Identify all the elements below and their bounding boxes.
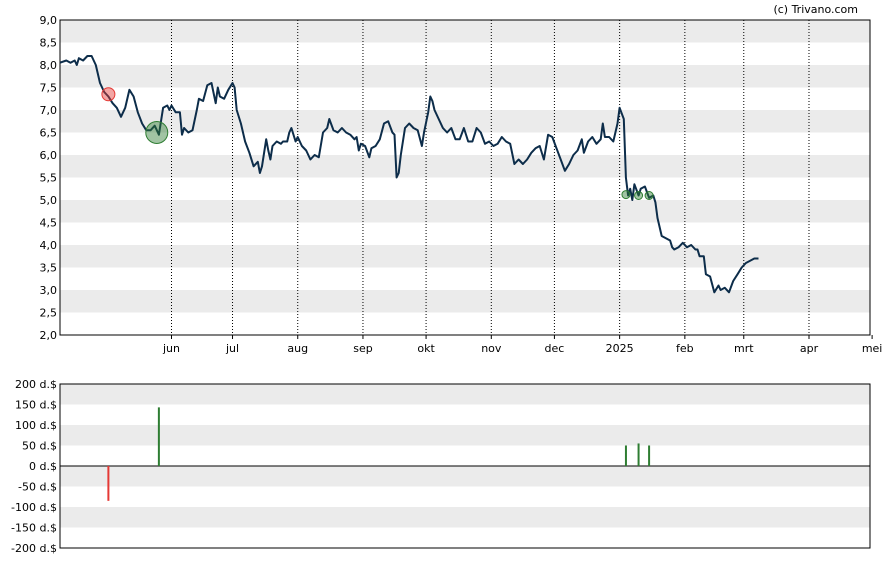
price-y-tick-label: 9,0 [40,14,58,27]
price-band [60,20,870,43]
price-x-tick-label: dec [545,342,565,355]
tx-y-tick-label: 0 d.$ [29,460,57,473]
buy-marker [634,191,644,200]
price-band [60,110,870,133]
watermark-text: (c) Trivano.com [773,3,858,16]
tx-y-tick-label: -100 d.$ [11,501,57,514]
price-y-tick-label: 5,0 [40,194,58,207]
tx-y-tick-label: 100 d.$ [15,419,57,432]
price-y-tick-label: 4,5 [40,217,58,230]
price-x-tick-label: feb [676,342,694,355]
tx-band [60,466,870,487]
price-band [60,245,870,268]
price-x-tick-label: mei [862,342,883,355]
price-y-tick-label: 4,0 [40,239,58,252]
price-x-tick-label: jul [225,342,239,355]
price-y-tick-label: 2,5 [40,307,58,320]
price-x-tick-label: nov [481,342,502,355]
price-band [60,200,870,223]
price-frame [59,19,871,336]
price-y-tick-label: 7,5 [40,82,58,95]
price-y-tick-label: 7,0 [40,104,58,117]
price-x-tick-label: okt [417,342,435,355]
price-x-tick-label: apr [800,342,819,355]
buy-marker [145,121,169,144]
price-y-tick-label: 5,5 [40,172,58,185]
price-y-tick-label: 3,0 [40,284,58,297]
tx-band [60,384,870,405]
sell-marker [101,87,116,102]
tx-y-tick-label: -150 d.$ [11,522,57,535]
price-x-tick-label: sep [353,342,372,355]
transactions-panel: 200 d.$ 150 d.$ 100 d.$ 50 d.$ 0 d.$ -50 d.$ -… [11,378,871,555]
tx-band [60,425,870,446]
price-y-tick-label: 6,5 [40,127,58,140]
price-y-tick-label: 8,5 [40,37,58,50]
price-band [60,65,870,88]
tx-y-tick-label: 50 d.$ [22,440,57,453]
price-y-tick-label: 6,0 [40,149,58,162]
price-x-tick-label: aug [287,342,308,355]
price-x-tick-label: 2025 [606,342,634,355]
tx-band [60,507,870,528]
price-band [60,155,870,178]
buy-marker [621,190,631,200]
price-series-line [59,55,759,294]
price-x-tick-label: mrt [734,342,754,355]
price-y-tick-label: 3,5 [40,262,58,275]
buy-marker [644,191,654,200]
price-panel: 2,0 2,5 3,0 3,5 4,0 4,5 5,0 5,5 6,0 6,5 7,0 7,5 8,0 8… [40,14,883,355]
tx-y-tick-label: 200 d.$ [15,378,57,391]
price-y-tick-label: 2,0 [40,329,58,342]
price-band [60,290,870,313]
tx-y-tick-label: -50 d.$ [18,481,57,494]
tx-y-tick-label: 150 d.$ [15,399,57,412]
price-x-tick-label: jun [162,342,180,355]
tx-y-tick-label: -200 d.$ [11,542,57,555]
price-y-tick-label: 8,0 [40,59,58,72]
